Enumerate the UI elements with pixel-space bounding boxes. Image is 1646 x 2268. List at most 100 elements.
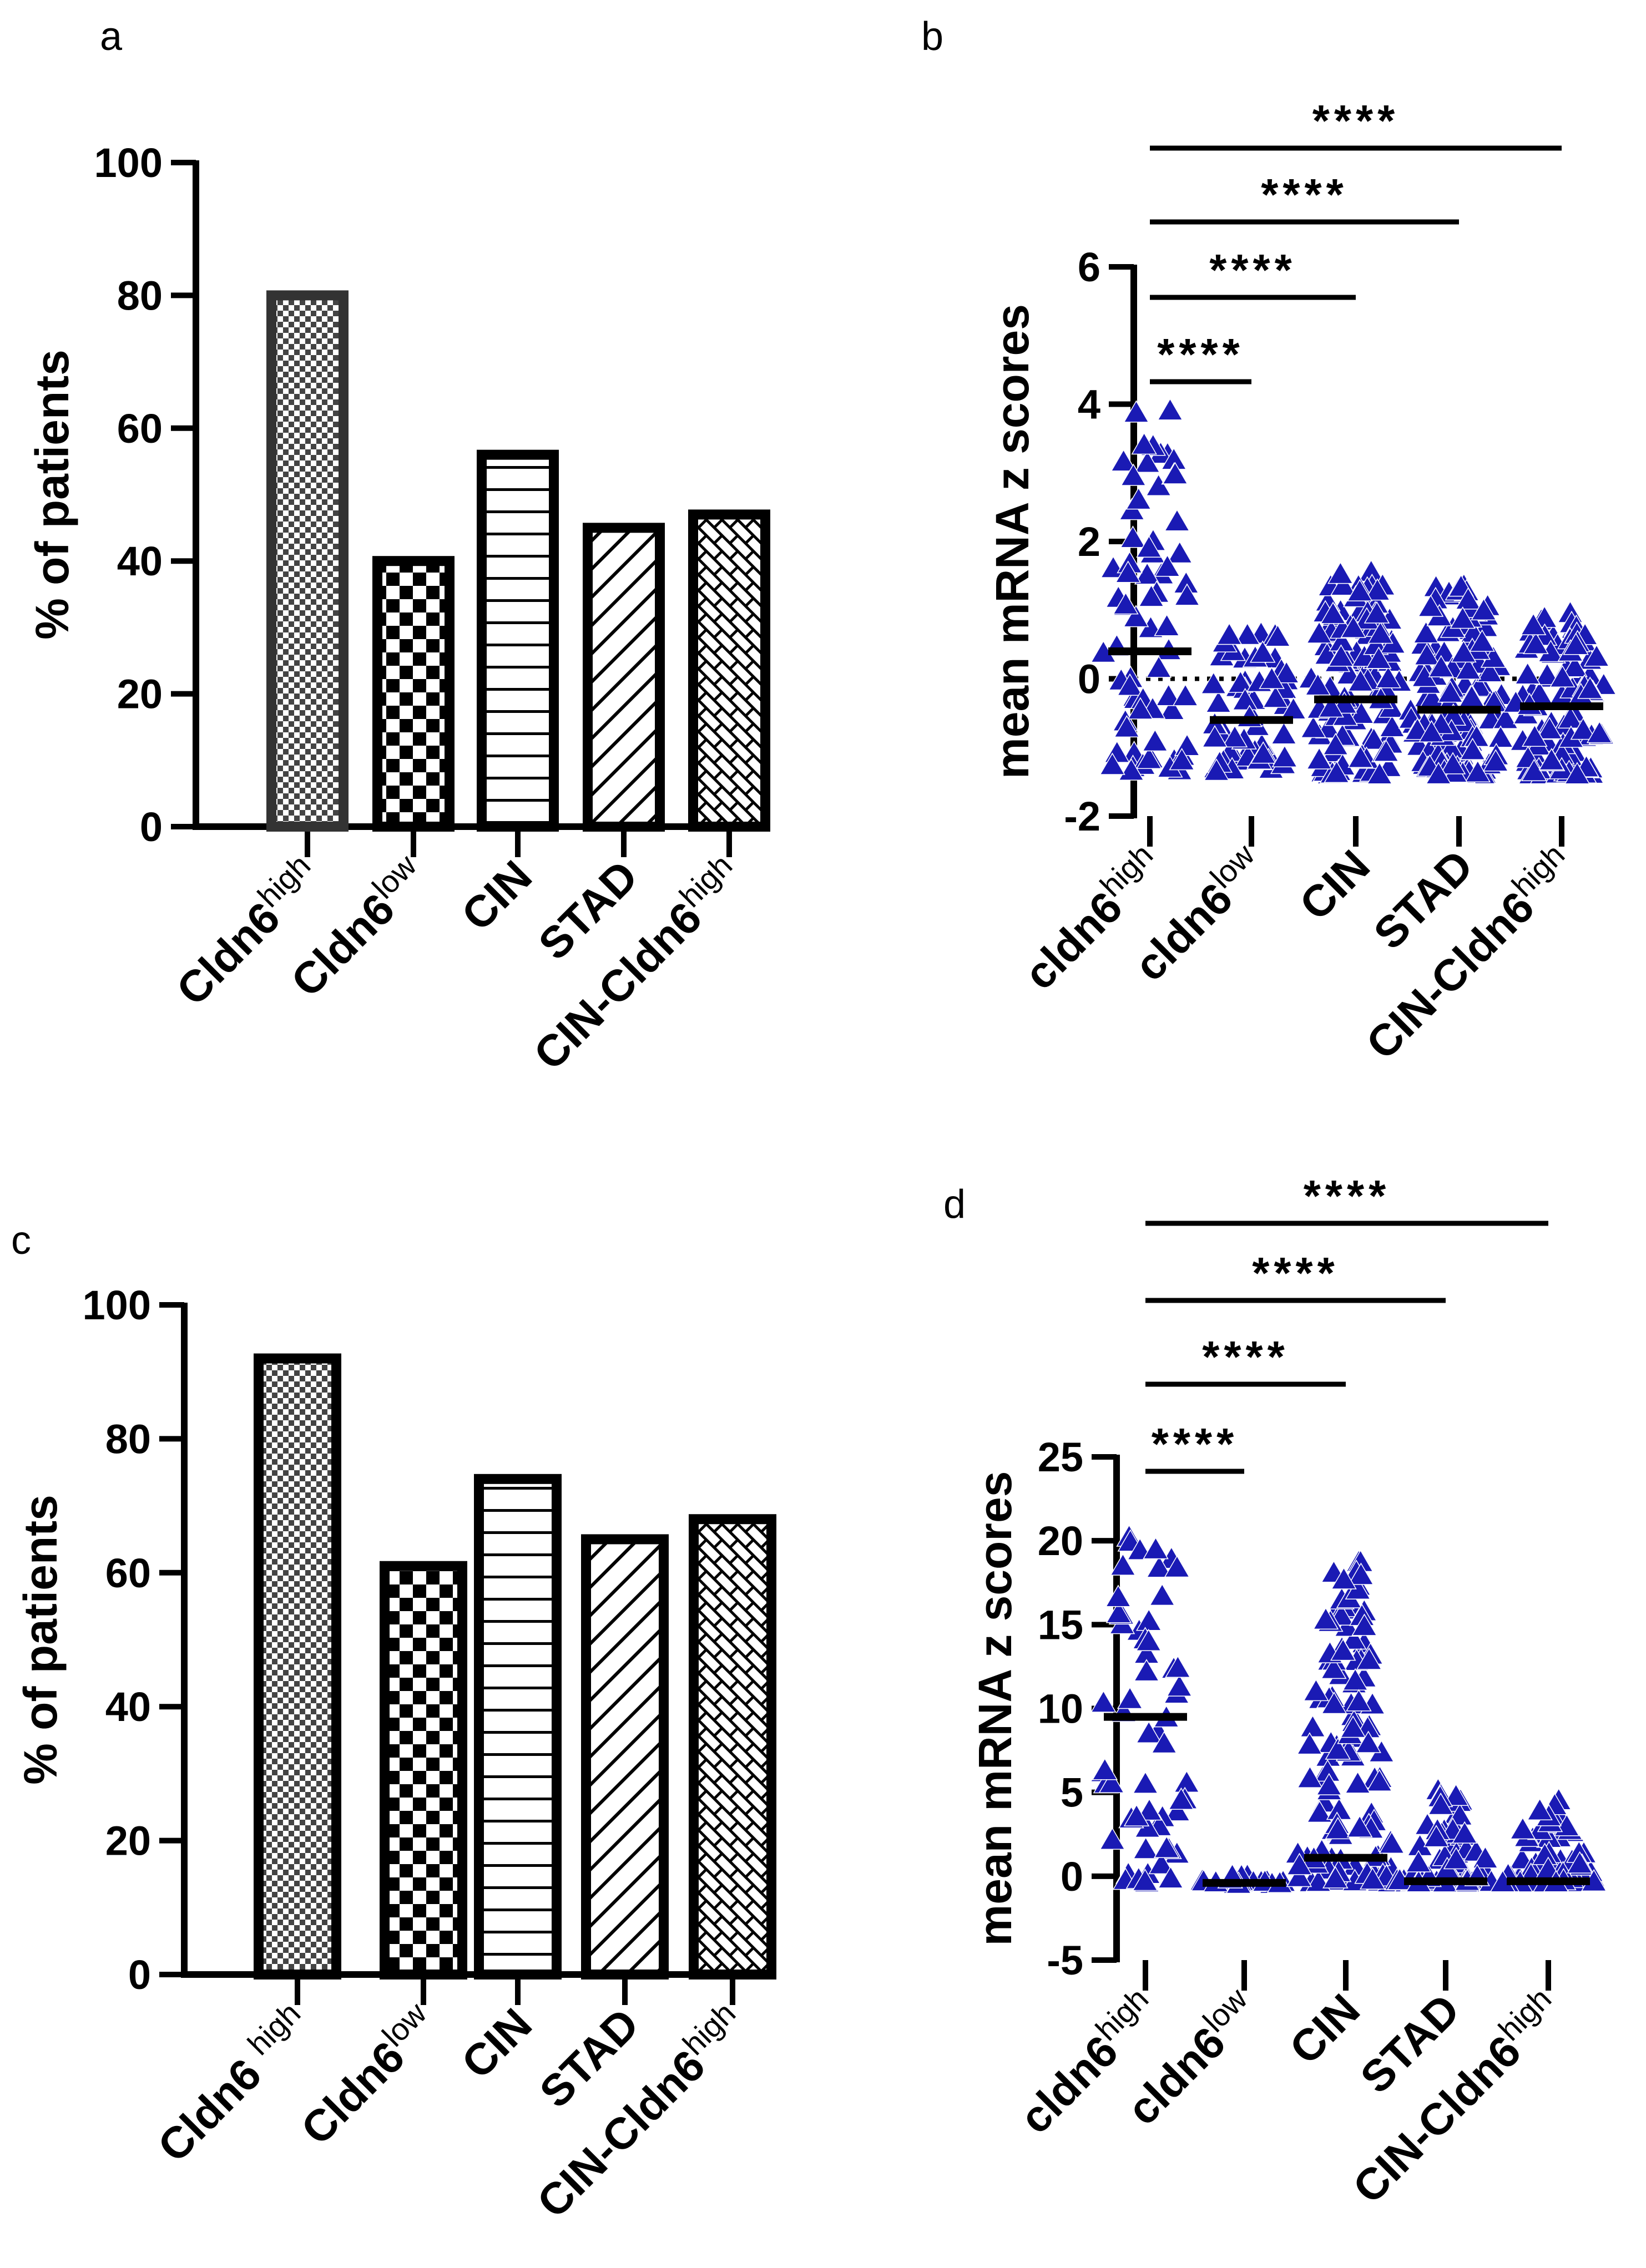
data-point — [1482, 749, 1509, 772]
data-point — [1232, 687, 1258, 711]
y-tick-label: 40 — [105, 1684, 151, 1730]
significance-label: **** — [1202, 1332, 1289, 1381]
data-point — [1131, 432, 1157, 455]
significance-label: **** — [1304, 1171, 1391, 1221]
data-point — [1373, 739, 1399, 762]
data-point — [1228, 670, 1254, 693]
data-point — [1271, 745, 1298, 768]
data-point — [1305, 673, 1331, 696]
y-tick-label: 100 — [94, 140, 163, 186]
data-point — [1303, 1678, 1329, 1702]
data-point — [1425, 762, 1452, 784]
x-tick-label: Cldn6 high — [145, 1996, 321, 2171]
data-point — [1423, 1825, 1450, 1847]
data-point — [1105, 1584, 1132, 1607]
data-point — [1099, 752, 1125, 775]
y-tick-label: 60 — [117, 406, 163, 452]
data-point — [1320, 601, 1346, 624]
data-point — [1364, 578, 1391, 601]
data-point — [1469, 629, 1496, 652]
data-point — [1114, 715, 1140, 738]
data-point — [1164, 1555, 1190, 1578]
data-point — [1346, 1815, 1373, 1837]
data-point — [1487, 725, 1514, 748]
data-point — [1355, 1730, 1381, 1753]
data-point — [1200, 671, 1227, 694]
y-tick-label: 20 — [117, 671, 163, 717]
data-point — [1359, 1867, 1386, 1890]
data-point — [1366, 762, 1393, 784]
data-point — [1203, 758, 1230, 781]
data-point — [1271, 722, 1297, 745]
data-point — [1162, 462, 1188, 484]
data-point — [1168, 1787, 1194, 1810]
data-point — [1148, 1851, 1174, 1875]
y-tick-label: 4 — [1078, 382, 1100, 428]
data-point — [1154, 554, 1180, 577]
data-point — [1347, 669, 1374, 692]
data-point — [1143, 1537, 1169, 1560]
data-point — [1522, 724, 1548, 747]
data-point — [1443, 1783, 1469, 1806]
data-point — [1379, 1831, 1405, 1854]
y-axis-title: % of patients — [14, 1495, 67, 1785]
data-point — [1300, 1714, 1326, 1738]
data-point — [1379, 715, 1405, 737]
data-point — [1340, 1627, 1367, 1650]
y-tick-label: -2 — [1064, 793, 1100, 839]
data-point — [1351, 1613, 1377, 1636]
data-point — [1328, 644, 1354, 667]
y-tick-label: 100 — [83, 1282, 151, 1328]
data-point — [1123, 1804, 1150, 1826]
y-tick-label: 20 — [105, 1818, 151, 1864]
data-point — [1471, 598, 1497, 621]
data-point — [1312, 1607, 1339, 1630]
significance-label: **** — [1157, 330, 1244, 379]
data-point — [1165, 1655, 1191, 1678]
data-point — [1110, 449, 1137, 472]
data-point — [1306, 621, 1332, 644]
data-point — [1375, 666, 1401, 688]
data-point — [1113, 592, 1139, 615]
x-tick-label: CIN — [1290, 841, 1379, 929]
data-point — [1364, 601, 1390, 624]
data-point — [1318, 695, 1344, 718]
data-point — [1405, 1850, 1432, 1872]
panel-label-b: b — [921, 14, 943, 59]
data-point — [1509, 1817, 1536, 1840]
y-tick-label: 0 — [140, 804, 163, 850]
data-point — [1330, 1638, 1356, 1661]
data-point — [1320, 1656, 1347, 1679]
data-point — [1428, 655, 1455, 677]
data-point — [1327, 561, 1354, 584]
data-point — [1347, 745, 1374, 768]
data-point — [1259, 666, 1285, 689]
bar — [583, 523, 665, 832]
data-point — [1306, 747, 1332, 770]
data-point — [1145, 655, 1172, 678]
data-point — [1527, 1798, 1553, 1820]
y-tick-label: 80 — [105, 1416, 151, 1462]
significance-label: **** — [1312, 96, 1400, 145]
y-tick-label: 0 — [1061, 1854, 1083, 1900]
data-point — [1133, 1659, 1160, 1682]
x-tick-label: Cldn6low — [288, 1995, 447, 2154]
data-point — [1125, 487, 1152, 510]
data-point — [1104, 740, 1130, 763]
data-point — [1325, 1816, 1351, 1840]
data-point — [1321, 1692, 1347, 1714]
bar — [477, 449, 559, 832]
data-point — [1367, 621, 1393, 644]
data-point — [1136, 746, 1162, 769]
y-tick-label: 40 — [117, 538, 163, 584]
data-point — [1174, 1770, 1200, 1793]
data-point — [1155, 684, 1182, 706]
data-point — [1115, 560, 1142, 583]
data-point — [1174, 583, 1200, 606]
data-point — [1356, 1647, 1382, 1670]
panel-label-a: a — [100, 14, 123, 59]
data-point — [1534, 662, 1561, 685]
